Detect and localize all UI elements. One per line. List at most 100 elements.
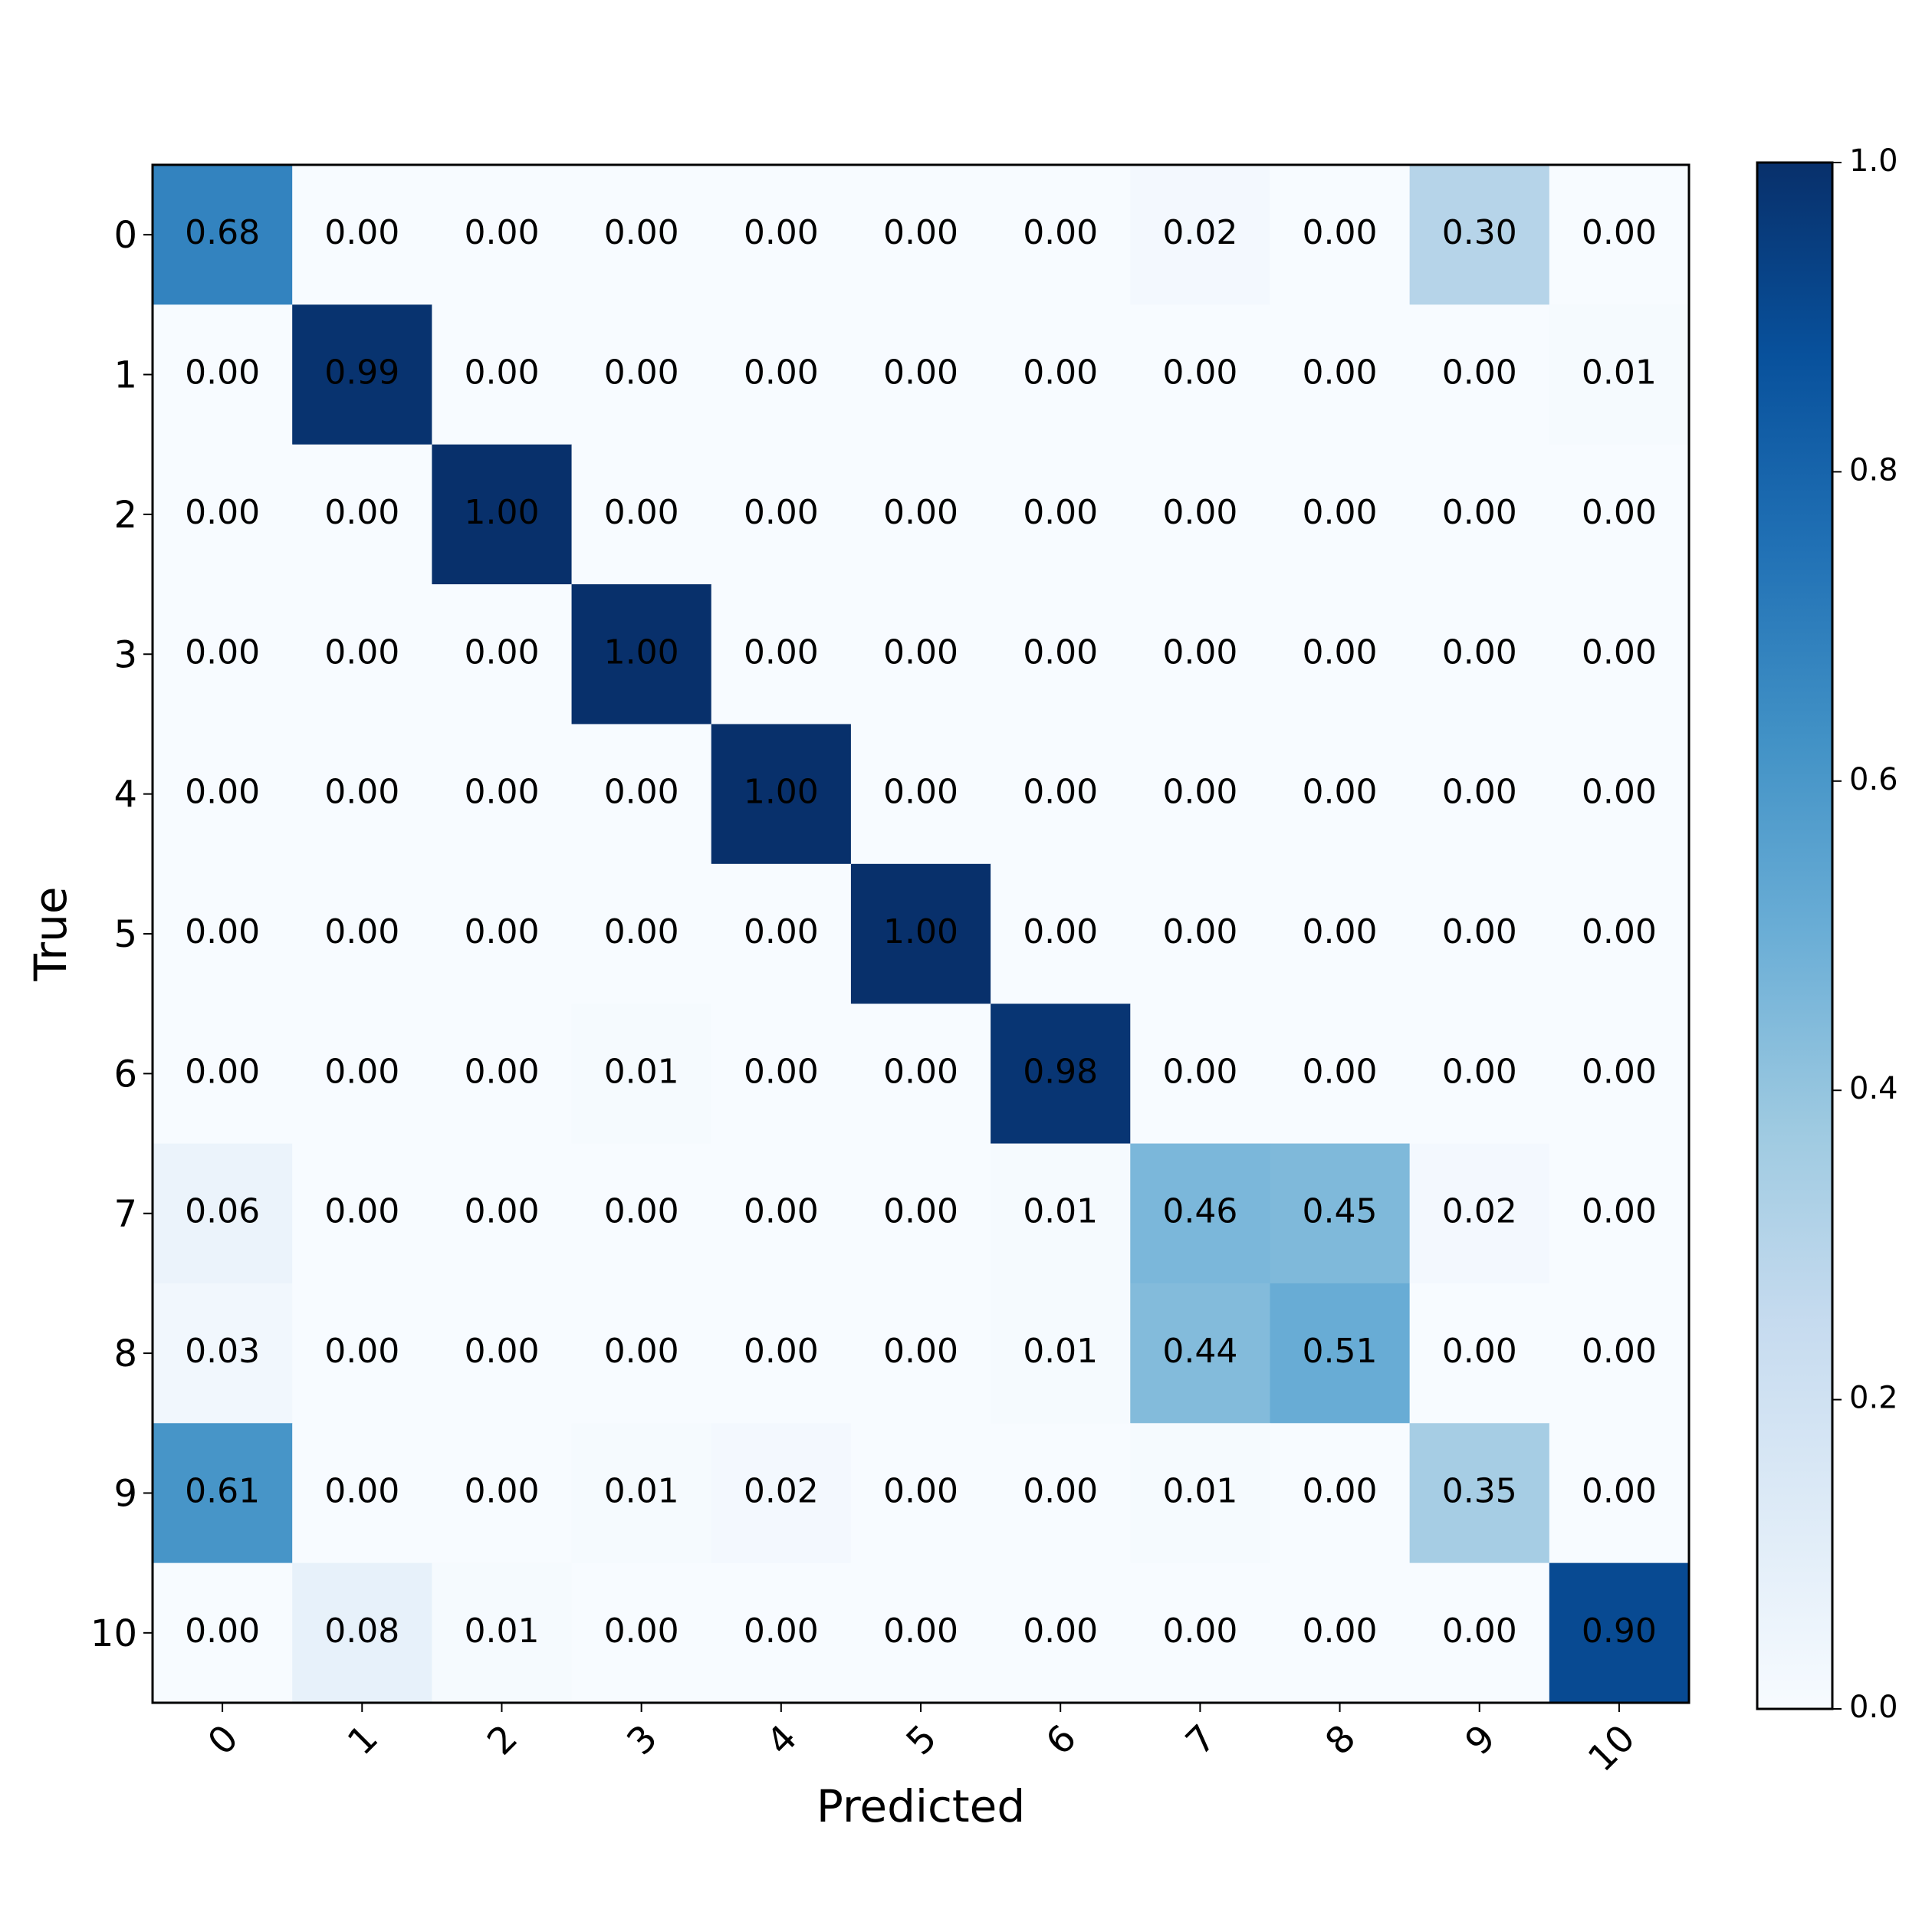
- cell: [432, 1143, 573, 1284]
- cell-label: 0.00: [883, 1471, 958, 1510]
- cell: [1130, 1423, 1270, 1564]
- cell-label: 1.00: [744, 773, 819, 812]
- cell-label: 0.01: [604, 1471, 679, 1510]
- cell: [153, 1004, 293, 1145]
- cell-label: 0.45: [1303, 1192, 1378, 1231]
- cell: [1270, 584, 1411, 724]
- cell: [850, 584, 991, 724]
- cell: [292, 304, 432, 445]
- cell-label: 0.35: [1442, 1471, 1517, 1510]
- x-tick-label: 4: [758, 1717, 805, 1763]
- cell-label: 0.00: [1442, 1332, 1517, 1371]
- cell: [1270, 724, 1411, 865]
- cell: [850, 1143, 991, 1284]
- cell-label: 0.00: [1162, 912, 1237, 951]
- cell-label: 0.00: [324, 912, 399, 951]
- cell: [1409, 1423, 1550, 1564]
- cell: [991, 444, 1131, 585]
- cell-label: 0.00: [744, 1192, 819, 1231]
- cell-label: 0.00: [324, 1192, 399, 1231]
- cell-label: 0.00: [464, 213, 539, 252]
- colorbar: [1756, 161, 1834, 1710]
- cell-label: 0.00: [883, 1052, 958, 1091]
- cell-label: 0.00: [1303, 213, 1378, 252]
- x-tick-label: 5: [898, 1717, 945, 1763]
- cell-label: 0.00: [1303, 493, 1378, 532]
- colorbar-tick-label: 1.0: [1849, 143, 1898, 179]
- cell: [432, 1562, 573, 1704]
- y-axis-label: True: [25, 886, 77, 981]
- cell-label: 0.00: [1442, 353, 1517, 393]
- cell-label: 0.00: [1582, 1192, 1657, 1231]
- cell: [850, 304, 991, 445]
- cell: [1549, 584, 1690, 724]
- cell-label: 0.00: [1582, 1332, 1657, 1371]
- cell-label: 0.00: [744, 493, 819, 532]
- cell-label: 0.00: [324, 493, 399, 532]
- cell-label: 0.00: [324, 1052, 399, 1091]
- cell: [571, 724, 712, 865]
- cell: [432, 724, 573, 865]
- cell-label: 0.00: [883, 213, 958, 252]
- cell: [1130, 1143, 1270, 1284]
- cell: [991, 1004, 1131, 1145]
- cell-label: 0.00: [1303, 1612, 1378, 1651]
- cell-label: 0.00: [464, 632, 539, 672]
- cell: [432, 863, 573, 1004]
- cell: [571, 1004, 712, 1145]
- cell-label: 0.00: [744, 353, 819, 393]
- cell: [1409, 1004, 1550, 1145]
- cell: [850, 1004, 991, 1145]
- cell-label: 0.00: [1023, 1471, 1098, 1510]
- cell-label: 0.01: [604, 1052, 679, 1091]
- colorbar-tick-label: 0.4: [1849, 1071, 1898, 1106]
- cell: [991, 1283, 1131, 1424]
- cell: [1549, 863, 1690, 1004]
- cell-label: 0.01: [1023, 1192, 1098, 1231]
- cell-label: 0.00: [1162, 773, 1237, 812]
- cell-label: 0.00: [1023, 213, 1098, 252]
- cell-label: 0.00: [883, 1332, 958, 1371]
- cell-label: 0.02: [744, 1471, 819, 1510]
- cell: [1549, 1423, 1690, 1564]
- cell-label: 0.00: [464, 353, 539, 393]
- cell-label: 0.00: [604, 353, 679, 393]
- cell: [711, 1143, 852, 1284]
- cell: [153, 444, 293, 585]
- cell-label: 0.00: [883, 493, 958, 532]
- cell-label: 0.00: [1023, 493, 1098, 532]
- cell-label: 0.00: [324, 1332, 399, 1371]
- cell-label: 0.00: [1023, 632, 1098, 672]
- cell-label: 0.00: [1023, 353, 1098, 393]
- cell: [1549, 1143, 1690, 1284]
- cell: [1130, 863, 1270, 1004]
- y-tick-label: 7: [113, 1193, 137, 1236]
- cell-label: 0.00: [324, 213, 399, 252]
- cell: [432, 1004, 573, 1145]
- cell: [571, 1283, 712, 1424]
- cell-label: 0.00: [1162, 1052, 1237, 1091]
- cell-label: 0.00: [324, 773, 399, 812]
- cell-label: 0.00: [744, 912, 819, 951]
- cell-label: 0.00: [1303, 1052, 1378, 1091]
- cell-label: 1.00: [464, 493, 539, 532]
- cell: [850, 165, 991, 305]
- cell: [432, 165, 573, 305]
- x-tick-label: 2: [479, 1717, 526, 1763]
- cell: [991, 724, 1131, 865]
- cell-label: 0.00: [1582, 912, 1657, 951]
- cell: [292, 1004, 432, 1145]
- cell: [153, 584, 293, 724]
- cell-label: 0.00: [744, 1612, 819, 1651]
- x-tick-label: 0: [200, 1717, 247, 1763]
- cell: [1130, 444, 1270, 585]
- cell: [1270, 165, 1411, 305]
- cell: [1409, 1562, 1550, 1704]
- cell-label: 0.01: [464, 1612, 539, 1651]
- cell: [1130, 584, 1270, 724]
- cell: [1409, 863, 1550, 1004]
- cell: [432, 1423, 573, 1564]
- cell-label: 0.00: [1023, 773, 1098, 812]
- cell: [711, 444, 852, 585]
